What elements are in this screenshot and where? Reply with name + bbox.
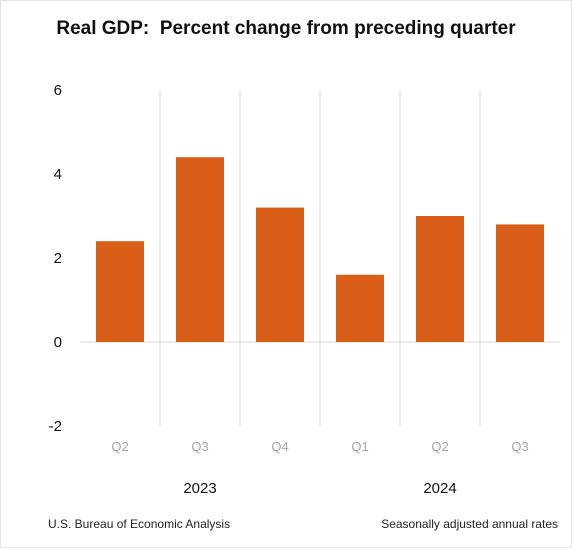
source-note: U.S. Bureau of Economic Analysis <box>48 517 231 531</box>
y-tick-label: -2 <box>49 418 62 435</box>
x-tick-label: Q1 <box>351 439 368 454</box>
y-tick-labels: -2 0 2 4 6 <box>49 82 62 435</box>
bar-q3-1 <box>176 157 224 342</box>
bars <box>96 157 544 342</box>
chart-title: Real GDP: Percent change from preceding … <box>56 18 516 39</box>
year-labels: 2023 2024 <box>183 480 456 497</box>
y-tick-label: 6 <box>54 82 62 99</box>
gridlines <box>80 90 560 426</box>
bar-q3-5 <box>496 224 544 342</box>
y-tick-label: 4 <box>54 166 62 183</box>
year-label: 2024 <box>423 480 456 497</box>
bar-q2-4 <box>416 216 464 342</box>
bar-q1-3 <box>336 274 384 342</box>
bar-q2-0 <box>96 241 144 342</box>
year-label: 2023 <box>183 480 216 497</box>
rates-note: Seasonally adjusted annual rates <box>381 517 558 531</box>
x-tick-label: Q3 <box>511 439 528 454</box>
bar-q4-2 <box>256 207 304 342</box>
x-tick-labels: Q2 Q3 Q4 Q1 Q2 Q3 <box>111 439 528 454</box>
y-tick-label: 2 <box>54 250 62 267</box>
x-tick-label: Q4 <box>271 439 288 454</box>
x-tick-label: Q3 <box>191 439 208 454</box>
x-tick-label: Q2 <box>431 439 448 454</box>
x-tick-label: Q2 <box>111 439 128 454</box>
y-tick-label: 0 <box>54 334 62 351</box>
